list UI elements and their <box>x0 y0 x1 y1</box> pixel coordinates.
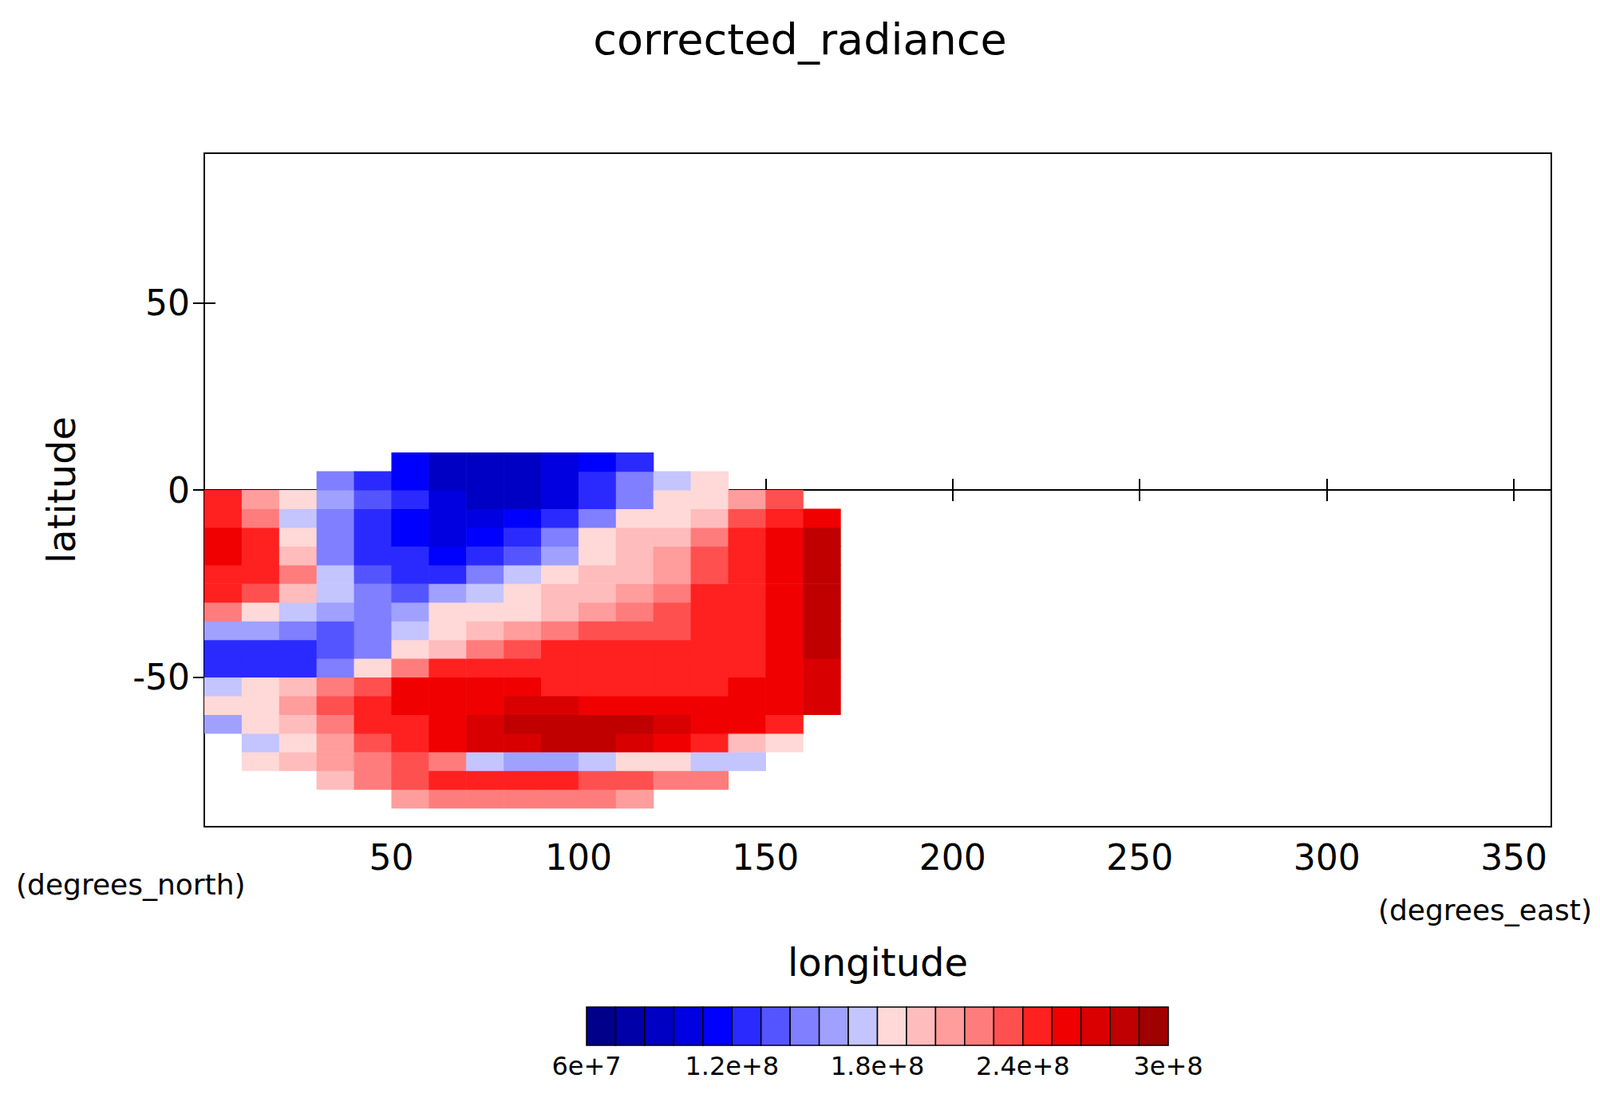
svg-text:100: 100 <box>545 837 613 878</box>
svg-text:250: 250 <box>1106 837 1174 878</box>
svg-text:150: 150 <box>731 837 799 878</box>
svg-text:0: 0 <box>167 470 190 511</box>
svg-text:1.8e+8: 1.8e+8 <box>830 1050 925 1082</box>
svg-text:-50: -50 <box>132 656 190 698</box>
svg-text:200: 200 <box>919 837 987 878</box>
svg-text:50: 50 <box>145 282 190 324</box>
svg-text:corrected_radiance: corrected_radiance <box>592 14 1007 65</box>
svg-text:longitude: longitude <box>787 940 968 985</box>
svg-text:3e+8: 3e+8 <box>1133 1050 1203 1082</box>
svg-text:350: 350 <box>1480 837 1548 878</box>
svg-text:latitude: latitude <box>39 416 84 564</box>
svg-text:6e+7: 6e+7 <box>551 1050 621 1082</box>
svg-text:50: 50 <box>368 837 414 878</box>
svg-text:2.4e+8: 2.4e+8 <box>975 1050 1071 1082</box>
svg-text:1.2e+8: 1.2e+8 <box>684 1050 779 1082</box>
svg-text:(degrees_north): (degrees_north) <box>15 868 246 901</box>
svg-text:300: 300 <box>1293 837 1361 878</box>
svg-text:(degrees_east): (degrees_east) <box>1378 893 1593 927</box>
